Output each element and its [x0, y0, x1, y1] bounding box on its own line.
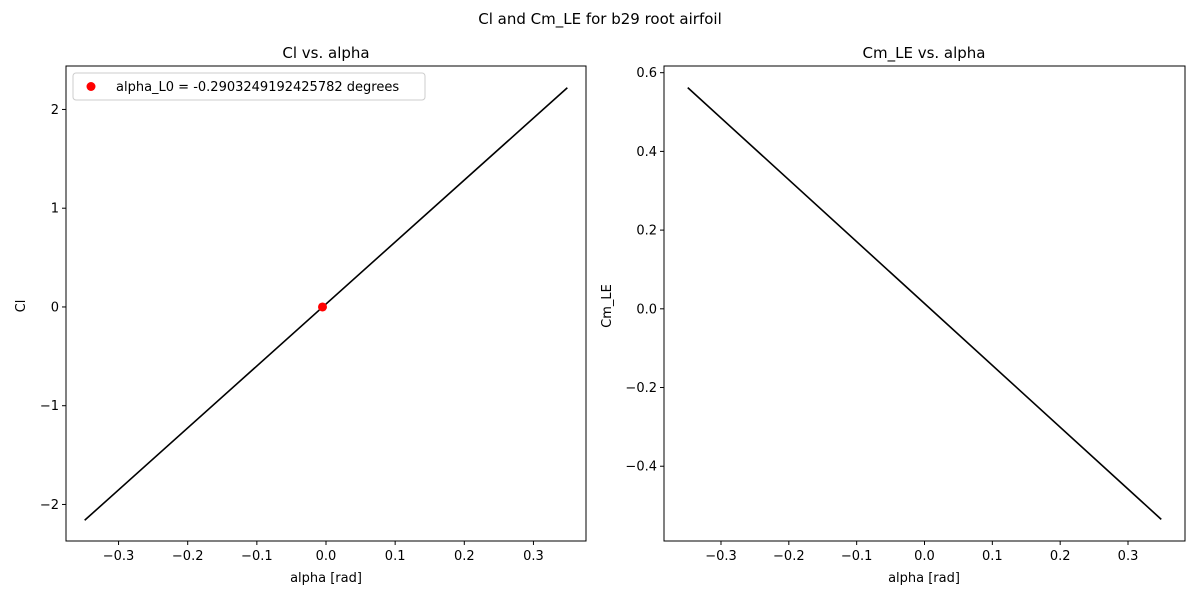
cl-series-line [84, 87, 568, 521]
cm-xtick-label: −0.3 [705, 549, 737, 564]
cm-ytick-label: 0.2 [636, 224, 657, 239]
cm-ytick-label: −0.4 [625, 460, 657, 475]
cl-xtick-label: 0.0 [316, 549, 337, 564]
cl-ytick-label: −2 [40, 498, 59, 513]
cm-ytick-label: 0.4 [636, 145, 657, 160]
cm-series-line [687, 87, 1162, 520]
cm-xtick-label: −0.1 [841, 549, 873, 564]
cl-plot-title: Cl vs. alpha [282, 44, 369, 62]
cl-xtick-label: −0.2 [172, 549, 204, 564]
cm-xtick-label: 0.3 [1118, 549, 1139, 564]
cl-plot-xlabel: alpha [rad] [290, 571, 362, 586]
cm-xtick-label: 0.1 [982, 549, 1003, 564]
cl-legend-label: alpha_L0 = -0.2903249192425782 degrees [116, 80, 399, 95]
cm-plot-title: Cm_LE vs. alpha [863, 44, 986, 63]
cm-xtick-label: 0.0 [914, 549, 935, 564]
cl-ytick-label: 0 [51, 300, 59, 315]
cl-zero-lift-marker [317, 302, 327, 312]
cl-plot-axes: Cl vs. alpha alpha [rad] Cl −0.3 −0.2 −0.1… [14, 44, 587, 586]
cm-ytick-label: 0.0 [636, 302, 657, 317]
cl-xtick-label: −0.3 [103, 549, 135, 564]
cl-plot-ylabel: Cl [14, 300, 29, 313]
cl-legend-box [72, 72, 426, 101]
cm-plot-ylabel: Cm_LE [600, 284, 615, 328]
cl-ytick-label: 2 [51, 103, 59, 118]
figure-suptitle: Cl and Cm_LE for b29 root airfoil [478, 10, 722, 29]
cm-ytick-label: 0.6 [636, 66, 657, 81]
cl-xtick-label: 0.2 [454, 549, 475, 564]
cl-ytick-label: −1 [40, 399, 59, 414]
cl-xtick-label: 0.3 [523, 549, 544, 564]
cm-plot-axes: Cm_LE vs. alpha alpha [rad] Cm_LE −0.3 −0… [600, 44, 1186, 586]
cl-xtick-label: −0.1 [241, 549, 273, 564]
cl-xtick-label: 0.1 [385, 549, 406, 564]
cm-xtick-label: −0.2 [773, 549, 805, 564]
cm-xtick-label: 0.2 [1050, 549, 1071, 564]
cm-plot-xlabel: alpha [rad] [888, 571, 960, 586]
cl-ytick-label: 1 [51, 202, 59, 217]
cl-legend-marker [86, 82, 96, 91]
cm-ytick-label: −0.2 [625, 381, 657, 396]
